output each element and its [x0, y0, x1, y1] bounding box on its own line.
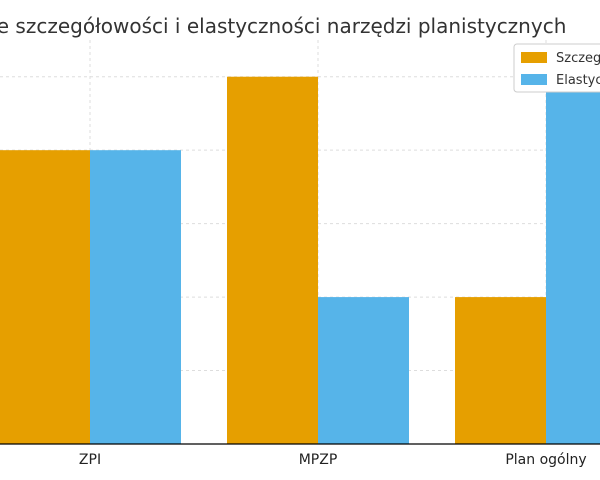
legend-label-0: Szczegółowość [556, 51, 600, 66]
bar-series2-0 [90, 150, 181, 444]
bar-series1-1 [227, 76, 318, 445]
bar-series2-2 [546, 76, 600, 445]
legend: Szczegółowość Elastyczność [513, 43, 600, 93]
x-tick-label-1: MPZP [299, 452, 338, 468]
x-tick-labels: ZPI MPZP Plan ogólny [79, 452, 587, 468]
legend-swatch-1 [521, 74, 547, 85]
bar-series1-2 [455, 297, 546, 444]
x-tick-label-2: Plan ogólny [505, 452, 586, 468]
bar-series1-0 [0, 150, 90, 444]
x-tick-label-0: ZPI [79, 452, 101, 468]
legend-label-1: Elastyczność [556, 73, 600, 88]
legend-swatch-0 [521, 52, 547, 63]
bars [0, 76, 600, 445]
chart-title: Porównanie szczegółowości i elastycznośc… [0, 14, 566, 38]
bar-series2-1 [318, 297, 409, 444]
